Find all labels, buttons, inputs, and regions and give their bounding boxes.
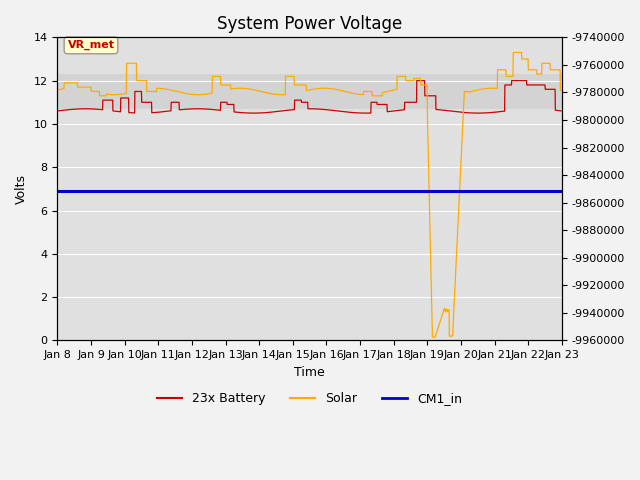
Y-axis label: Volts: Volts <box>15 174 28 204</box>
Bar <box>58 74 562 109</box>
X-axis label: Time: Time <box>294 366 325 379</box>
Title: System Power Voltage: System Power Voltage <box>217 15 403 33</box>
Text: VR_met: VR_met <box>67 40 115 50</box>
Legend: 23x Battery, Solar, CM1_in: 23x Battery, Solar, CM1_in <box>152 387 467 410</box>
